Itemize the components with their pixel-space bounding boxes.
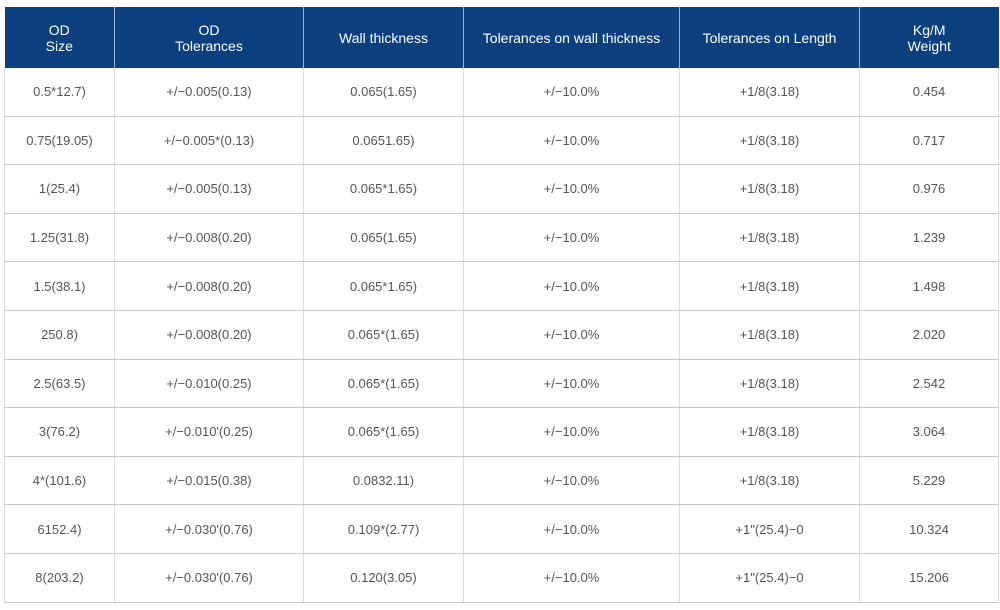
table-row: 0.5*12.7) +/−0.005(0.13) 0.065(1.65) +/−…	[4, 68, 999, 117]
cell-length-tolerance: +1"(25.4)−0	[679, 504, 860, 554]
cell-wall-thickness: 0.109*(2.77)	[303, 504, 464, 554]
cell-wall-tolerance: +/−10.0%	[463, 68, 680, 117]
cell-wall-thickness: 0.065*(1.65)	[303, 310, 464, 360]
table-header: OD Size OD Tolerances Wall thickness Tol…	[4, 7, 999, 68]
cell-length-tolerance: +1/8(3.18)	[679, 68, 860, 117]
header-tolerances-length: Tolerances on Length	[679, 7, 860, 68]
cell-wall-thickness: 0.0832.11)	[303, 456, 464, 506]
cell-od-tolerance: +/−0.008(0.20)	[114, 213, 304, 263]
cell-wall-tolerance: +/−10.0%	[463, 213, 680, 263]
cell-weight: 0.976	[859, 164, 999, 214]
cell-od-tolerance: +/−0.005(0.13)	[114, 68, 304, 117]
cell-wall-tolerance: +/−10.0%	[463, 456, 680, 506]
cell-weight: 1.239	[859, 213, 999, 263]
cell-od-size: 0.5*12.7)	[4, 68, 115, 117]
cell-wall-tolerance: +/−10.0%	[463, 310, 680, 360]
cell-wall-tolerance: +/−10.0%	[463, 164, 680, 214]
table-row: 3(76.2) +/−0.010'(0.25) 0.065*(1.65) +/−…	[4, 407, 999, 457]
cell-weight: 10.324	[859, 504, 999, 554]
cell-od-tolerance: +/−0.030'(0.76)	[114, 504, 304, 554]
cell-wall-thickness: 0.065(1.65)	[303, 213, 464, 263]
cell-od-tolerance: +/−0.008(0.20)	[114, 261, 304, 311]
cell-od-size: 8(203.2)	[4, 553, 115, 603]
table-body: 0.5*12.7) +/−0.005(0.13) 0.065(1.65) +/−…	[4, 68, 999, 603]
cell-wall-thickness: 0.120(3.05)	[303, 553, 464, 603]
cell-od-size: 2.5(63.5)	[4, 359, 115, 409]
cell-wall-tolerance: +/−10.0%	[463, 359, 680, 409]
table-row: 1(25.4) +/−0.005(0.13) 0.065*1.65) +/−10…	[4, 164, 999, 214]
cell-length-tolerance: +1/8(3.18)	[679, 359, 860, 409]
cell-wall-thickness: 0.065*1.65)	[303, 164, 464, 214]
table-row: 6152.4) +/−0.030'(0.76) 0.109*(2.77) +/−…	[4, 504, 999, 554]
cell-weight: 0.717	[859, 116, 999, 166]
header-od-tolerances: OD Tolerances	[114, 7, 304, 68]
cell-od-tolerance: +/−0.010'(0.25)	[114, 407, 304, 457]
cell-wall-tolerance: +/−10.0%	[463, 504, 680, 554]
cell-length-tolerance: +1/8(3.18)	[679, 116, 860, 166]
cell-od-tolerance: +/−0.005*(0.13)	[114, 116, 304, 166]
cell-length-tolerance: +1/8(3.18)	[679, 261, 860, 311]
table-row: 2.5(63.5) +/−0.010(0.25) 0.065*(1.65) +/…	[4, 359, 999, 409]
table-row: 250.8) +/−0.008(0.20) 0.065*(1.65) +/−10…	[4, 310, 999, 360]
cell-wall-tolerance: +/−10.0%	[463, 407, 680, 457]
cell-od-size: 0.75(19.05)	[4, 116, 115, 166]
table-row: 8(203.2) +/−0.030'(0.76) 0.120(3.05) +/−…	[4, 553, 999, 603]
cell-od-size: 6152.4)	[4, 504, 115, 554]
header-wall-thickness: Wall thickness	[303, 7, 464, 68]
cell-weight: 2.542	[859, 359, 999, 409]
cell-length-tolerance: +1/8(3.18)	[679, 407, 860, 457]
cell-wall-thickness: 0.065*(1.65)	[303, 407, 464, 457]
cell-od-size: 3(76.2)	[4, 407, 115, 457]
cell-wall-tolerance: +/−10.0%	[463, 116, 680, 166]
cell-weight: 0.454	[859, 68, 999, 117]
cell-weight: 3.064	[859, 407, 999, 457]
cell-length-tolerance: +1"(25.4)−0	[679, 553, 860, 603]
cell-wall-tolerance: +/−10.0%	[463, 261, 680, 311]
cell-od-size: 1(25.4)	[4, 164, 115, 214]
table-row: 0.75(19.05) +/−0.005*(0.13) 0.0651.65) +…	[4, 116, 999, 166]
cell-length-tolerance: +1/8(3.18)	[679, 164, 860, 214]
header-tolerances-wall-thickness: Tolerances on wall thickness	[463, 7, 680, 68]
cell-od-size: 4*(101.6)	[4, 456, 115, 506]
cell-weight: 15.206	[859, 553, 999, 603]
spec-table: OD Size OD Tolerances Wall thickness Tol…	[4, 7, 999, 603]
table-row: 1.5(38.1) +/−0.008(0.20) 0.065*1.65) +/−…	[4, 261, 999, 311]
cell-length-tolerance: +1/8(3.18)	[679, 310, 860, 360]
cell-od-size: 250.8)	[4, 310, 115, 360]
table-row: 1.25(31.8) +/−0.008(0.20) 0.065(1.65) +/…	[4, 213, 999, 263]
cell-od-tolerance: +/−0.015(0.38)	[114, 456, 304, 506]
cell-weight: 2.020	[859, 310, 999, 360]
cell-wall-thickness: 0.0651.65)	[303, 116, 464, 166]
cell-od-size: 1.25(31.8)	[4, 213, 115, 263]
cell-od-tolerance: +/−0.005(0.13)	[114, 164, 304, 214]
header-od-size: OD Size	[4, 7, 115, 68]
cell-length-tolerance: +1/8(3.18)	[679, 456, 860, 506]
cell-od-tolerance: +/−0.010(0.25)	[114, 359, 304, 409]
cell-weight: 1.498	[859, 261, 999, 311]
cell-wall-tolerance: +/−10.0%	[463, 553, 680, 603]
header-weight: Kg/M Weight	[859, 7, 999, 68]
cell-weight: 5.229	[859, 456, 999, 506]
cell-od-tolerance: +/−0.008(0.20)	[114, 310, 304, 360]
cell-wall-thickness: 0.065*1.65)	[303, 261, 464, 311]
cell-od-size: 1.5(38.1)	[4, 261, 115, 311]
cell-wall-thickness: 0.065(1.65)	[303, 68, 464, 117]
cell-length-tolerance: +1/8(3.18)	[679, 213, 860, 263]
table-row: 4*(101.6) +/−0.015(0.38) 0.0832.11) +/−1…	[4, 456, 999, 506]
header-row: OD Size OD Tolerances Wall thickness Tol…	[4, 7, 999, 68]
cell-od-tolerance: +/−0.030'(0.76)	[114, 553, 304, 603]
cell-wall-thickness: 0.065*(1.65)	[303, 359, 464, 409]
